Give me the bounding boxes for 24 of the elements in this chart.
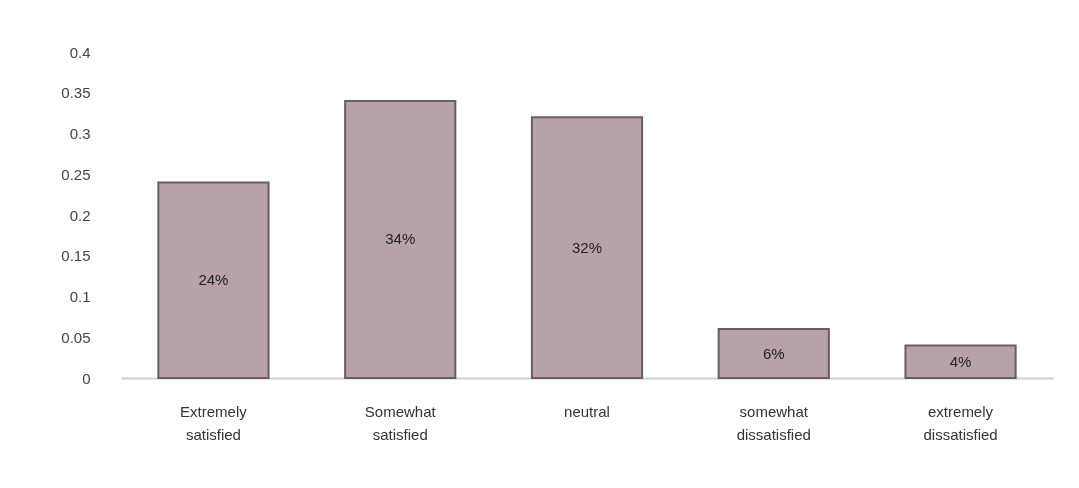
y-tick-label: 0.2 — [69, 206, 91, 224]
y-tick-label: 0.25 — [61, 165, 91, 183]
data-label: 32% — [571, 238, 603, 256]
x-tick-label: somewhat dissatisfied — [736, 402, 811, 443]
data-label: 24% — [198, 271, 229, 289]
y-tick-label: 0 — [82, 369, 91, 387]
bar — [904, 344, 1017, 379]
y-tick-label: 0.3 — [69, 125, 91, 142]
y-tick-label: 0.1 — [69, 288, 91, 305]
bar — [530, 116, 644, 379]
bar — [344, 99, 457, 379]
x-tick-label: extremely dissatisfied — [923, 402, 998, 443]
y-tick-label: 0.05 — [61, 328, 91, 346]
data-label: 4% — [949, 352, 972, 370]
y-tick-label: 0.4 — [69, 43, 91, 61]
data-label: 6% — [762, 344, 785, 362]
y-tick-label: 0.35 — [61, 84, 91, 102]
x-tick-label: Somewhat satisfied — [364, 402, 437, 443]
bar — [717, 328, 830, 379]
bar — [157, 181, 270, 379]
y-tick-label: 0.15 — [61, 247, 91, 265]
x-tick-label: neutral — [564, 402, 610, 420]
data-label: 34% — [385, 230, 416, 248]
x-tick-label: Extremely satisfied — [180, 402, 248, 443]
